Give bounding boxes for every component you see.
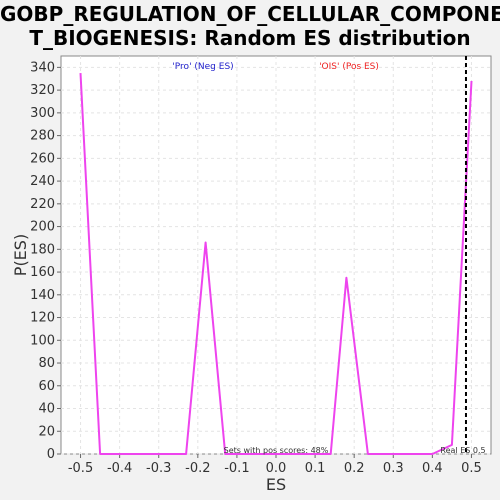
y-tick-label: 220 [30,197,55,212]
y-axis-label: P(ES) [11,234,30,276]
legend-neg-label: 'Pro' (Neg ES) [172,62,233,72]
y-tick-label: 240 [30,174,55,189]
x-axis-label: ES [266,475,286,494]
chart-title-line-1: GOBP_REGULATION_OF_CELLULAR_COMPONEN [0,2,500,26]
y-tick-label: 20 [38,424,55,439]
y-tick-label: 120 [30,311,55,326]
x-tick-label: -0.4 [107,461,132,476]
y-tick-label: 100 [30,333,55,348]
y-tick-label: 40 [38,402,55,417]
series-group [79,73,473,455]
x-tick-label: 0.2 [344,461,365,476]
y-tick-label: 0 [47,447,55,462]
y-tick-label: 60 [38,379,55,394]
x-tick-label: -0.1 [224,461,249,476]
y-tick-label: 140 [30,288,55,303]
y-tick-label: 260 [30,151,55,166]
x-tick-label: 0.5 [461,461,482,476]
es-distribution-line [79,73,473,455]
y-tick-label: 180 [30,242,55,257]
x-tick-label: -0.2 [185,461,210,476]
real-es-annotation: Real ES 0.5 [440,446,485,455]
x-tick-label: 0.4 [422,461,443,476]
y-tick-label: 320 [30,83,55,98]
y-axis-ticks: 0 20 40 60 80 100 120 140 160 180 200 220 240 260 280 3… [30,60,61,462]
x-tick-label: 0.0 [266,461,287,476]
y-tick-label: 200 [30,220,55,235]
chart-title: GOBP_REGULATION_OF_CELLULAR_COMPONEN T_B… [0,2,500,50]
y-tick-label: 160 [30,265,55,280]
y-tick-label: 340 [30,60,55,75]
x-tick-label: 0.1 [305,461,326,476]
chart-title-line-2: T_BIOGENESIS: Random ES distribution [29,26,471,50]
y-tick-label: 80 [38,356,55,371]
x-tick-label: -0.5 [68,461,93,476]
x-tick-label: -0.3 [146,461,171,476]
y-tick-label: 280 [30,129,55,144]
grid-lines [61,56,491,455]
x-tick-label: 0.3 [383,461,404,476]
legend-pos-label: 'OIS' (Pos ES) [319,62,379,72]
sets-with-pos-scores: Sets with pos scores: 48% [224,446,329,455]
y-tick-label: 300 [30,106,55,121]
x-axis-ticks: -0.5 -0.4 -0.3 -0.2 -0.1 0.0 0.1 0.2 0.3 0.4 0.5 [68,454,482,476]
